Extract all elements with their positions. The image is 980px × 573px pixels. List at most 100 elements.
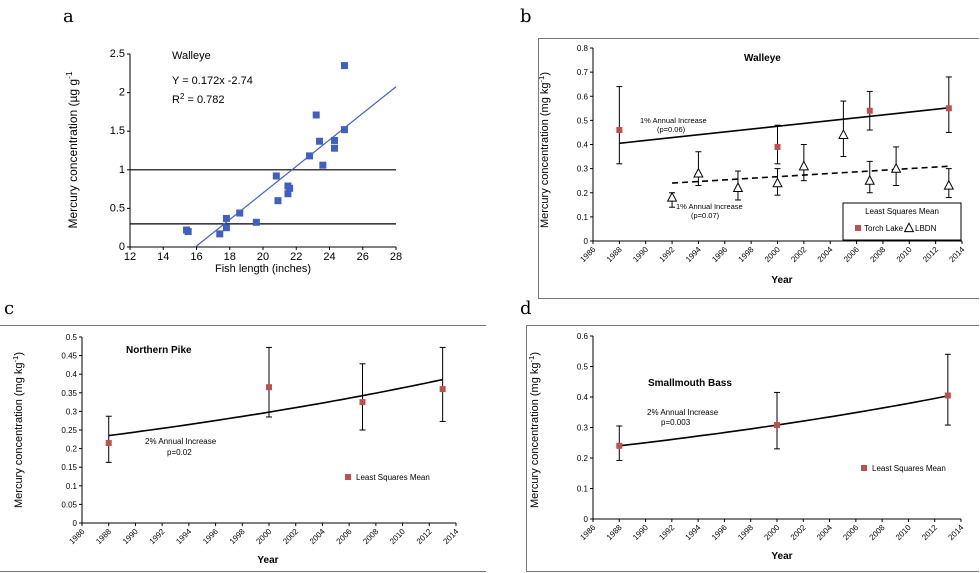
- legend-marker: [345, 474, 351, 480]
- legend-entry: Least Squares Mean: [872, 464, 946, 473]
- x-tick-label: 1998: [228, 527, 247, 546]
- data-point: [774, 422, 780, 429]
- x-tick-label: 1992: [658, 245, 677, 264]
- x-tick-label: 2012: [921, 245, 940, 264]
- legend-title: Least Squares Mean: [865, 207, 939, 216]
- trend-annotation: p=0.02: [167, 448, 192, 457]
- y-tick-label: 0.5: [110, 202, 125, 214]
- x-tick-label: 2006: [841, 523, 860, 542]
- panel-letter-c: c: [4, 298, 15, 319]
- y-tick-label: 0.45: [61, 352, 77, 361]
- x-tick-label: 1994: [684, 245, 703, 264]
- y-tick-label: 0.3: [577, 165, 589, 174]
- x-tick-label: 2004: [815, 523, 834, 542]
- panel-letter-d: d: [520, 298, 532, 319]
- x-tick-label: 2000: [762, 523, 781, 542]
- x-tick-label: 1994: [684, 523, 703, 542]
- y-tick-label: 2.5: [110, 48, 125, 60]
- y-tick-label: 0.3: [577, 424, 589, 433]
- trend-line-lbdn: [672, 165, 949, 184]
- data-point-lbdn: [772, 177, 783, 188]
- x-tick-label: 1986: [67, 527, 86, 546]
- legend-marker: [861, 465, 867, 471]
- trend-curve: [619, 395, 949, 447]
- data-point-lbdn: [943, 179, 955, 190]
- data-point: [222, 224, 230, 232]
- data-point-lbdn: [864, 174, 875, 185]
- data-point-lbdn: [838, 128, 849, 139]
- x-tick-label: 1992: [148, 527, 167, 546]
- panel-letter-a: a: [63, 6, 74, 27]
- data-point: [312, 111, 320, 119]
- chart-title: Smallmouth Bass: [648, 378, 732, 389]
- x-tick-label: 2014: [946, 523, 965, 542]
- legend-entry: Least Squares Mean: [356, 473, 430, 482]
- data-point-torch-lake: [945, 105, 952, 112]
- data-point: [284, 190, 292, 198]
- legend-entry: LBDN: [915, 224, 937, 233]
- y-tick-label: 1.5: [110, 125, 125, 137]
- legend-marker-torch-lake: [855, 225, 861, 231]
- data-point-lbdn: [693, 167, 704, 178]
- y-tick-label: 0: [119, 241, 125, 253]
- y-tick-label: 0.2: [577, 454, 589, 463]
- y-axis-label: Mercury concentration (mg kg-1): [527, 352, 542, 508]
- trend-annotation: (p=0.07): [691, 211, 720, 220]
- y-tick-label: 0.4: [66, 370, 78, 379]
- y-axis-label: Mercury concentration (mg kg-1): [537, 72, 552, 228]
- x-axis-label: Fish length (inches): [215, 263, 311, 275]
- data-point-lbdn: [798, 160, 810, 171]
- x-tick-label: 2004: [308, 527, 327, 546]
- y-tick-label: 0.3: [66, 407, 78, 416]
- x-axis-label: Year: [771, 551, 792, 562]
- y-tick-label: 0.35: [61, 389, 77, 398]
- y-tick-label: 0.25: [61, 426, 77, 435]
- x-tick-label: 2000: [254, 527, 273, 546]
- data-point: [330, 136, 338, 144]
- y-tick-label: 0.1: [577, 213, 589, 222]
- trend-annotation: 2% Annual Increase: [145, 437, 217, 446]
- regression-line: [194, 86, 397, 248]
- data-point: [316, 137, 324, 145]
- x-tick-label: 26: [357, 251, 369, 263]
- chart-title: Northern Pike: [126, 345, 192, 356]
- data-point: [330, 144, 338, 152]
- y-tick-label: 1: [119, 164, 125, 176]
- y-tick-label: 0: [73, 519, 78, 528]
- x-tick-label: 1996: [710, 245, 729, 264]
- x-tick-label: 1988: [605, 245, 624, 264]
- y-axis-label: Mercury concentration (µg g-1: [64, 71, 80, 228]
- x-tick-label: 1986: [578, 523, 597, 542]
- x-tick-label: 1988: [94, 527, 113, 546]
- x-tick-label: 2002: [281, 527, 300, 546]
- x-tick-label: 1994: [174, 527, 193, 546]
- frame-panel-c: [0, 325, 486, 572]
- x-tick-label: 1992: [657, 523, 676, 542]
- data-point-torch-lake: [774, 143, 781, 150]
- panel-letter-b: b: [520, 6, 532, 27]
- data-point: [340, 62, 348, 70]
- x-tick-label: 1986: [578, 245, 597, 264]
- data-point: [359, 399, 366, 406]
- chart-title: Walleye: [172, 50, 211, 62]
- legend-box: [842, 202, 962, 241]
- frame-panel-b: [538, 38, 979, 299]
- x-tick-label: 2006: [335, 527, 354, 546]
- y-tick-label: 0.6: [577, 332, 589, 341]
- y-tick-label: 0.8: [577, 44, 589, 53]
- legend-marker-lbdn: [903, 222, 915, 233]
- x-tick-label: 20: [257, 251, 269, 263]
- data-point-torch-lake: [616, 127, 623, 134]
- x-tick-label: 1998: [736, 523, 755, 542]
- data-point: [439, 386, 446, 393]
- y-tick-label: 0.7: [577, 68, 589, 77]
- y-tick-label: 0.4: [577, 141, 589, 150]
- legend-entry: Torch Lake: [864, 224, 904, 233]
- x-tick-label: 2010: [388, 527, 407, 546]
- x-tick-label: 2008: [361, 527, 380, 546]
- y-tick-label: 0.5: [66, 333, 78, 342]
- r-squared-label: R2 = 0.782: [172, 92, 224, 107]
- x-tick-label: 2008: [868, 523, 887, 542]
- trend-annotation: p=0.003: [661, 418, 691, 427]
